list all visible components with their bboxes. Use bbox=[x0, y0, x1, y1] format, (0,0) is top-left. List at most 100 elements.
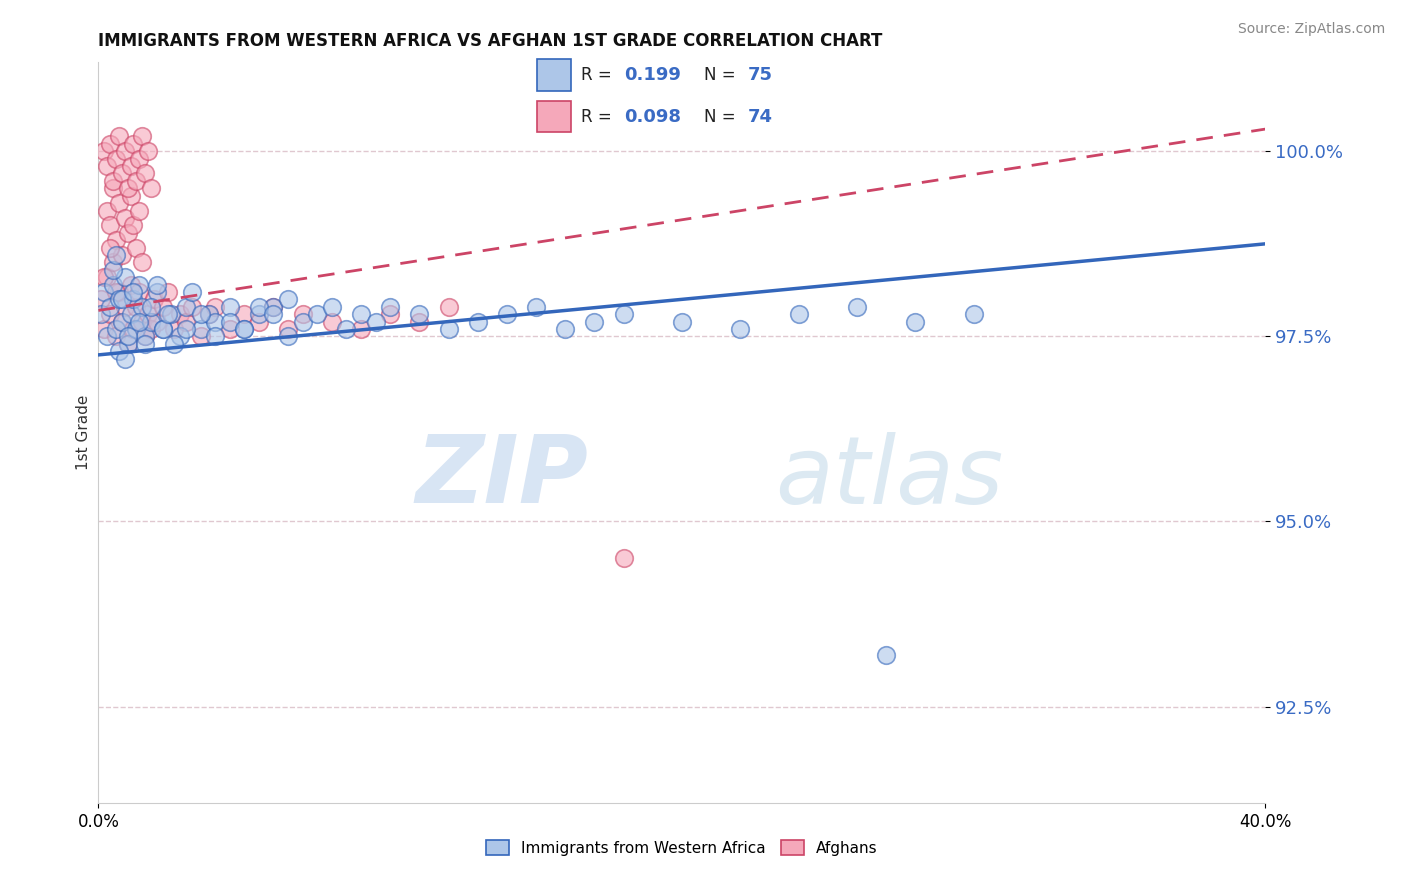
Point bbox=[117, 336, 139, 351]
Point bbox=[117, 181, 139, 195]
Text: atlas: atlas bbox=[775, 432, 1004, 523]
Point bbox=[131, 300, 153, 314]
Point bbox=[262, 300, 284, 314]
Point bbox=[134, 336, 156, 351]
Point bbox=[128, 315, 150, 329]
Text: 75: 75 bbox=[748, 66, 773, 84]
Point bbox=[136, 307, 159, 321]
Point bbox=[198, 307, 221, 321]
Point bbox=[846, 300, 869, 314]
Point bbox=[104, 233, 127, 247]
Bar bbox=[537, 60, 571, 91]
Point bbox=[134, 329, 156, 343]
Point bbox=[671, 315, 693, 329]
Point bbox=[163, 322, 186, 336]
Point bbox=[134, 329, 156, 343]
Point bbox=[90, 293, 112, 307]
Point bbox=[90, 307, 112, 321]
Point bbox=[122, 219, 145, 233]
Point bbox=[122, 136, 145, 151]
Point bbox=[730, 322, 752, 336]
Point bbox=[139, 181, 162, 195]
Point bbox=[120, 277, 142, 292]
Point bbox=[104, 152, 127, 166]
Point bbox=[174, 322, 197, 336]
Point bbox=[125, 322, 148, 336]
Point bbox=[262, 307, 284, 321]
Text: Source: ZipAtlas.com: Source: ZipAtlas.com bbox=[1237, 22, 1385, 37]
Point bbox=[125, 241, 148, 255]
Point bbox=[108, 293, 131, 307]
Point bbox=[233, 307, 256, 321]
Point bbox=[96, 270, 118, 285]
Point bbox=[180, 285, 202, 299]
Point bbox=[321, 315, 343, 329]
Point bbox=[96, 329, 118, 343]
Point bbox=[218, 300, 240, 314]
Point bbox=[104, 322, 127, 336]
Point bbox=[380, 307, 402, 321]
Legend: Immigrants from Western Africa, Afghans: Immigrants from Western Africa, Afghans bbox=[479, 834, 884, 862]
Point bbox=[93, 145, 115, 159]
Point bbox=[139, 300, 162, 314]
Point bbox=[262, 300, 284, 314]
Point bbox=[163, 336, 186, 351]
Point bbox=[190, 322, 212, 336]
Point bbox=[904, 315, 927, 329]
Point bbox=[247, 307, 270, 321]
Point bbox=[350, 307, 373, 321]
Text: 74: 74 bbox=[748, 108, 773, 126]
Point bbox=[108, 285, 131, 299]
Point bbox=[190, 307, 212, 321]
Point bbox=[247, 300, 270, 314]
Point bbox=[117, 226, 139, 240]
Point bbox=[98, 307, 121, 321]
Point bbox=[321, 300, 343, 314]
Point bbox=[98, 219, 121, 233]
Point bbox=[380, 300, 402, 314]
Point bbox=[122, 293, 145, 307]
Point bbox=[93, 322, 115, 336]
Point bbox=[233, 322, 256, 336]
Point bbox=[350, 322, 373, 336]
Point bbox=[134, 167, 156, 181]
Text: R =: R = bbox=[581, 108, 617, 126]
Point bbox=[146, 315, 169, 329]
Point bbox=[98, 241, 121, 255]
Point bbox=[131, 129, 153, 144]
Point bbox=[157, 307, 180, 321]
Point bbox=[114, 145, 136, 159]
Point bbox=[108, 196, 131, 211]
Point bbox=[169, 329, 191, 343]
Text: N =: N = bbox=[704, 108, 741, 126]
Point bbox=[437, 322, 460, 336]
Text: N =: N = bbox=[704, 66, 741, 84]
Point bbox=[114, 211, 136, 225]
Point bbox=[96, 203, 118, 218]
Point bbox=[146, 285, 169, 299]
Point bbox=[111, 293, 134, 307]
Point bbox=[408, 315, 430, 329]
Point bbox=[437, 300, 460, 314]
Point bbox=[277, 329, 299, 343]
Point bbox=[612, 551, 634, 566]
Point bbox=[152, 322, 174, 336]
Point bbox=[174, 315, 197, 329]
Point bbox=[131, 255, 153, 269]
Point bbox=[128, 277, 150, 292]
Point bbox=[496, 307, 519, 321]
Point bbox=[111, 248, 134, 262]
Point bbox=[98, 300, 121, 314]
Point bbox=[157, 285, 180, 299]
Point bbox=[233, 322, 256, 336]
Point bbox=[190, 329, 212, 343]
Point bbox=[198, 307, 221, 321]
Point bbox=[169, 307, 191, 321]
Point bbox=[108, 344, 131, 359]
Point bbox=[139, 315, 162, 329]
Text: IMMIGRANTS FROM WESTERN AFRICA VS AFGHAN 1ST GRADE CORRELATION CHART: IMMIGRANTS FROM WESTERN AFRICA VS AFGHAN… bbox=[98, 32, 883, 50]
Point bbox=[247, 315, 270, 329]
Point bbox=[108, 129, 131, 144]
Point bbox=[120, 307, 142, 321]
Point bbox=[152, 300, 174, 314]
